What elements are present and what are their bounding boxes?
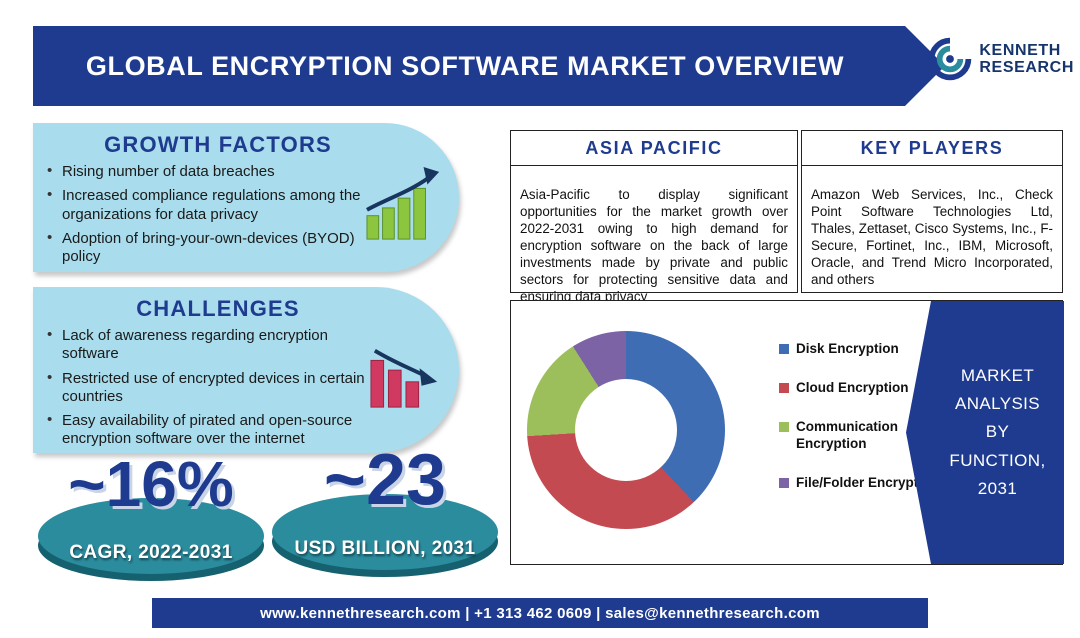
falling-bar-chart-icon <box>365 339 445 416</box>
legend-label: File/Folder Encryption <box>796 474 939 490</box>
cagr-label: CAGR, 2022-2031 <box>69 542 233 563</box>
disc-face: USD BILLION, 2031 <box>272 494 498 570</box>
cagr-value: ~16% <box>68 448 234 520</box>
growth-factor-item: Rising number of data breaches <box>47 162 371 181</box>
market-size-stat: ~23 USD BILLION, 2031 <box>272 440 498 577</box>
rising-bar-chart-icon <box>361 165 449 248</box>
page-title: GLOBAL ENCRYPTION SOFTWARE MARKET OVERVI… <box>85 50 845 81</box>
market-analysis-label: MARKET ANALYSIS BY FUNCTION, 2031 <box>949 366 1046 498</box>
legend-item: Cloud Encryption <box>779 380 939 397</box>
growth-factors-panel: GROWTH FACTORS Rising number of data bre… <box>33 123 459 272</box>
legend-swatch <box>779 421 789 432</box>
logo-line2: RESEARCH <box>979 59 1074 76</box>
legend-item: Disk Encryption <box>779 341 939 358</box>
legend-item: File/Folder Encryption <box>779 475 939 492</box>
market-size-disc: USD BILLION, 2031 <box>272 494 498 577</box>
growth-factors-list: Rising number of data breaches Increased… <box>33 162 371 267</box>
challenges-list: Lack of awareness regarding encryption s… <box>33 326 371 449</box>
disc-face: CAGR, 2022-2031 <box>38 498 264 574</box>
cagr-disc: CAGR, 2022-2031 <box>38 498 264 581</box>
key-players-panel: KEY PLAYERS Amazon Web Services, Inc., C… <box>801 130 1063 293</box>
chart-legend: Disk Encryption Cloud Encryption Communi… <box>779 341 939 491</box>
logo-swirl-icon <box>927 36 973 82</box>
donut-chart <box>527 331 725 529</box>
asia-pacific-title: ASIA PACIFIC <box>511 131 797 166</box>
challenges-title: CHALLENGES <box>136 296 300 321</box>
market-size-value: ~23 <box>323 440 447 520</box>
asia-pacific-panel: ASIA PACIFIC Asia-Pacific to display sig… <box>510 130 798 304</box>
kenneth-research-logo: KENNETH RESEARCH <box>927 36 1074 82</box>
footer-text: www.kennethresearch.com | +1 313 462 060… <box>260 604 820 622</box>
cagr-stat: ~16% CAGR, 2022-2031 <box>38 448 264 581</box>
key-players-body: Amazon Web Services, Inc., Check Point S… <box>811 187 1053 288</box>
key-players-title: KEY PLAYERS <box>802 131 1062 166</box>
title-banner: GLOBAL ENCRYPTION SOFTWARE MARKET OVERVI… <box>33 26 945 106</box>
legend-swatch <box>779 344 789 354</box>
legend-item: Communication Encryption <box>779 419 939 453</box>
growth-factor-item: Increased compliance regulations among t… <box>47 186 371 224</box>
logo-line1: KENNETH <box>979 41 1061 59</box>
growth-factors-title: GROWTH FACTORS <box>104 132 332 157</box>
logo-text: KENNETH RESEARCH <box>979 42 1074 77</box>
market-analysis-banner: MARKET ANALYSIS BY FUNCTION, 2031 <box>906 301 1064 564</box>
challenges-panel: CHALLENGES Lack of awareness regarding e… <box>33 287 459 453</box>
legend-label: Cloud Encryption <box>796 379 909 395</box>
growth-factor-item: Adoption of bring-your-own-devices (BYOD… <box>47 229 371 267</box>
market-size-label: USD BILLION, 2031 <box>294 538 476 559</box>
legend-swatch <box>779 477 789 488</box>
legend-label: Communication Encryption <box>796 418 899 451</box>
legend-swatch <box>779 382 789 393</box>
challenge-item: Easy availability of pirated and open-so… <box>47 411 371 449</box>
legend-label: Disk Encryption <box>796 341 899 356</box>
footer-contact-bar: www.kennethresearch.com | +1 313 462 060… <box>152 598 928 628</box>
challenge-item: Lack of awareness regarding encryption s… <box>47 326 371 364</box>
asia-pacific-body: Asia-Pacific to display significant oppo… <box>520 187 788 305</box>
challenge-item: Restricted use of encrypted devices in c… <box>47 369 371 407</box>
market-analysis-chart-panel: Disk Encryption Cloud Encryption Communi… <box>510 300 1064 565</box>
